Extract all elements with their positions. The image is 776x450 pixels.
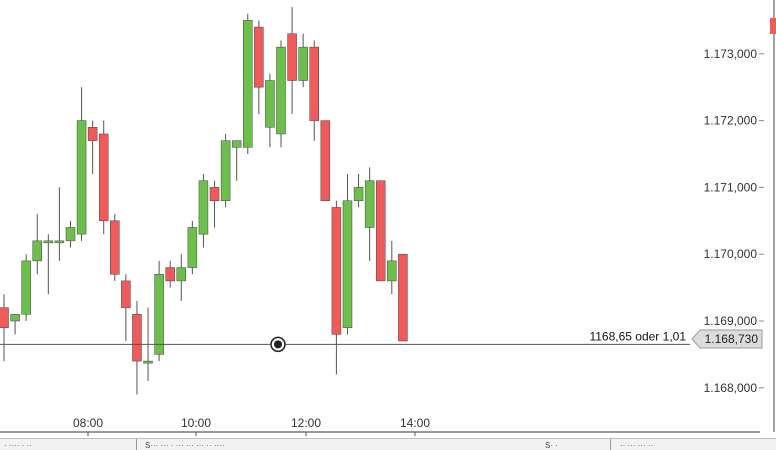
candle-body <box>375 180 386 282</box>
candle-body <box>121 280 131 308</box>
x-axis: 08:00 10:00 12:00 14:00 <box>0 416 760 436</box>
candle-body <box>320 120 331 202</box>
candle-body <box>364 180 375 228</box>
y-axis: 1.168,000 1.169,000 1.170,000 1.171,000 1.17… <box>691 0 776 432</box>
y-tick-label: 1.172,000 <box>704 114 758 128</box>
current-price-badge-bg <box>691 329 763 349</box>
candle-body <box>231 140 242 148</box>
x-tick-label: 14:00 <box>400 416 430 430</box>
candle-body <box>76 120 87 235</box>
candle-body <box>10 314 20 322</box>
bottom-toolbar-item[interactable]: S··· ··· · ··· ··· ··· ·· ···· <box>145 441 225 450</box>
candle <box>276 40 286 148</box>
candle-body <box>98 133 109 222</box>
current-price-badge: 1.168,730 <box>691 329 763 349</box>
y-tick-label: 1.173,000 <box>704 47 758 61</box>
y-tick-label: 1.171,000 <box>704 180 758 194</box>
candle <box>220 133 231 208</box>
candle-body <box>220 140 231 202</box>
candle-body <box>32 240 42 262</box>
candle-body <box>54 240 65 244</box>
candle <box>265 73 275 148</box>
candle <box>98 120 109 235</box>
x-tick-label: 08:00 <box>73 416 103 430</box>
candle-body <box>176 267 187 282</box>
candle <box>231 140 242 181</box>
candle <box>254 20 264 114</box>
candle <box>76 87 87 241</box>
candle-body <box>187 227 198 268</box>
candle <box>110 214 120 281</box>
y-tick-label: 1.168,000 <box>704 381 758 395</box>
candle-body <box>132 314 142 362</box>
candle <box>121 274 131 342</box>
candle <box>54 187 65 261</box>
candle <box>364 167 375 261</box>
x-tick-label: 12:00 <box>291 416 321 430</box>
candle-body <box>265 80 275 128</box>
candle <box>165 260 175 288</box>
bottom-toolbar-item[interactable]: S· · <box>545 441 558 450</box>
x-tick-label: 10:00 <box>181 416 211 430</box>
candle-body <box>254 26 264 88</box>
candle <box>331 200 342 375</box>
candle-body <box>342 200 353 328</box>
candle-body <box>331 207 342 335</box>
candle-body <box>43 240 54 244</box>
bottom-toolbar-item[interactable]: · ···· · ·· <box>4 441 32 450</box>
chart-overlay: 1168,65 oder 1,01 <box>0 329 690 353</box>
y-tick-label: 1.170,000 <box>704 247 758 261</box>
candle-body <box>110 220 120 275</box>
candle-body <box>353 187 364 202</box>
candle-body <box>165 267 175 282</box>
y-tick-label: 1.169,000 <box>704 314 758 328</box>
candle <box>65 220 76 248</box>
candle <box>43 234 54 295</box>
right-edge-marker <box>770 18 776 34</box>
candle-body <box>387 260 397 282</box>
candle-body <box>243 20 253 148</box>
level-line-label: 1168,65 oder 1,01 <box>589 329 686 343</box>
candle-body <box>309 46 319 121</box>
candle <box>198 174 209 248</box>
candle <box>132 300 142 395</box>
candle <box>387 240 397 295</box>
candle-body <box>276 46 286 135</box>
candle-body <box>87 127 98 141</box>
candle <box>32 214 42 275</box>
candle-body <box>154 273 164 355</box>
candle-body <box>21 260 31 315</box>
candle <box>375 180 386 282</box>
candle <box>21 254 31 321</box>
bottom-toolbar: · ···· · ·· S··· ··· · ··· ··· ··· ·· ··… <box>0 438 776 450</box>
candle <box>87 120 98 175</box>
drawing-handle-dot <box>274 340 282 349</box>
candle <box>154 260 164 362</box>
candle-body <box>198 180 209 235</box>
candle <box>320 120 331 202</box>
candle <box>398 253 408 342</box>
candle <box>287 7 297 114</box>
candle <box>243 13 253 154</box>
candle <box>298 33 308 88</box>
candle-body <box>398 253 408 342</box>
candle-body <box>65 227 76 242</box>
candle <box>209 180 220 228</box>
bottom-toolbar-item[interactable]: ·· ··· ··· ·· <box>620 441 654 450</box>
candle-body <box>287 33 297 81</box>
candle <box>187 220 198 275</box>
candle <box>176 254 187 301</box>
candle <box>353 174 364 208</box>
candle-body <box>0 307 9 328</box>
candle-body <box>298 46 308 81</box>
candles-layer <box>0 7 408 395</box>
candle-body <box>143 360 153 364</box>
candle-body <box>209 187 220 202</box>
candle <box>10 314 20 335</box>
candle <box>342 174 353 335</box>
candle <box>0 294 9 362</box>
candle <box>309 40 319 141</box>
current-price-label: 1.168,730 <box>705 332 759 346</box>
